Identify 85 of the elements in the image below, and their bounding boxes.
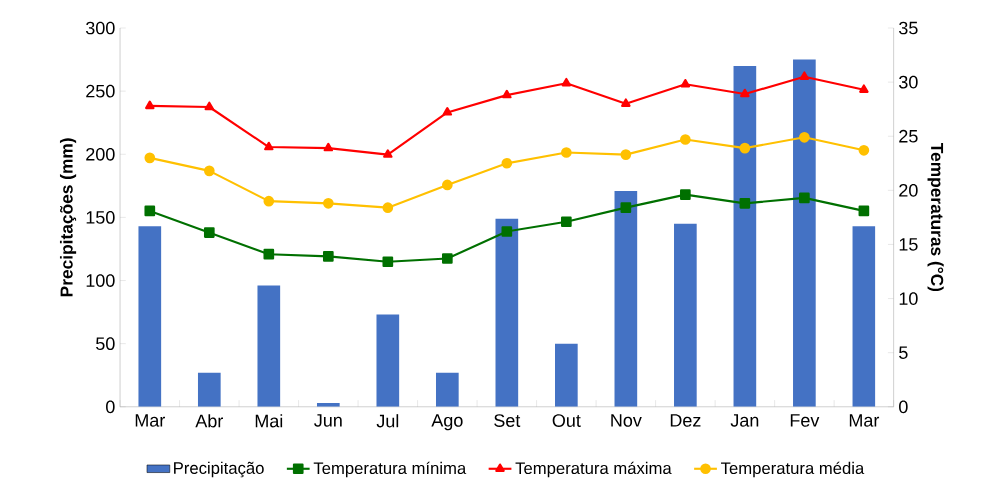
point [322, 198, 334, 209]
point [739, 142, 751, 154]
x-tick-label: Mar [135, 414, 165, 427]
y2-tick-label: 15 [899, 238, 918, 251]
legend-label: Temperatura máxima [515, 461, 672, 478]
y2-axis-title: Temperaturas (°C) [927, 143, 944, 292]
x-tick-label: Jan [730, 414, 759, 427]
bar [376, 314, 400, 407]
point [799, 192, 810, 204]
x-tick-label: Abr [195, 414, 224, 428]
point [441, 179, 453, 191]
legend-label: Temperatura mínima [313, 461, 467, 478]
y-tick-label: 250 [86, 84, 115, 98]
y-tick-label: 300 [85, 21, 115, 35]
point [323, 142, 334, 152]
x-tick-label: Nov [611, 414, 642, 427]
point [561, 77, 572, 87]
point [144, 205, 156, 217]
point [680, 189, 691, 201]
point [203, 227, 215, 238]
x-tick-label: Jul [376, 414, 399, 428]
point [561, 216, 572, 228]
point [382, 202, 394, 214]
y2-tick-label: 20 [899, 184, 918, 197]
point [264, 141, 274, 151]
y-tick-label: 100 [86, 274, 115, 287]
bar [674, 223, 697, 407]
x-tick-label: Jun [314, 414, 342, 427]
point [620, 149, 632, 161]
x-tick-label: Set [494, 414, 521, 427]
bar [435, 372, 459, 407]
point [501, 158, 513, 169]
bar [555, 343, 578, 407]
x-tick-label: Mai [255, 414, 283, 428]
x-tick-label: Out [552, 414, 581, 427]
bar [733, 65, 757, 407]
x-tick-label: Ago [431, 414, 463, 431]
point [620, 202, 632, 214]
y2-tick-label: 0 [899, 400, 908, 414]
y-tick-label: 200 [86, 147, 115, 161]
point [383, 149, 393, 158]
point [858, 145, 870, 156]
point [740, 88, 750, 98]
point [442, 107, 453, 116]
point [502, 89, 512, 99]
legend-label: Precipitação [174, 461, 264, 478]
x-tick-label: Dez [670, 414, 701, 427]
point [144, 152, 156, 164]
point [441, 253, 453, 264]
x-tick-label: Fev [790, 414, 820, 427]
point [203, 165, 215, 177]
x-tick-label: Mar [849, 414, 880, 427]
y2-tick-label: 5 [899, 346, 908, 360]
point [322, 251, 334, 262]
point [501, 226, 513, 237]
y-axis-title: Precipitações (mm) [59, 138, 77, 297]
point [145, 100, 155, 110]
y2-tick-label: 30 [899, 75, 918, 89]
point [799, 132, 810, 143]
point [799, 71, 810, 80]
point [263, 248, 275, 260]
bar [793, 59, 816, 407]
y-tick-label: 50 [96, 337, 115, 351]
bar [852, 226, 876, 407]
legend-label: Temperatura média [721, 461, 865, 478]
point [204, 101, 215, 111]
point [263, 195, 275, 207]
bar [495, 218, 519, 407]
point [621, 98, 631, 108]
point [382, 256, 394, 268]
point [858, 205, 870, 217]
y2-tick-label: 10 [899, 292, 918, 306]
bar [614, 190, 638, 407]
bar [197, 372, 221, 407]
y-tick-label: 150 [86, 211, 115, 224]
point [680, 79, 691, 88]
bar [138, 226, 162, 407]
y2-tick-label: 25 [899, 129, 918, 143]
point [739, 198, 751, 209]
y2-tick-label: 35 [899, 21, 918, 35]
bar [257, 285, 281, 407]
y-tick-label: 0 [106, 400, 115, 414]
point [561, 147, 572, 158]
point [859, 84, 869, 93]
point [680, 134, 691, 145]
